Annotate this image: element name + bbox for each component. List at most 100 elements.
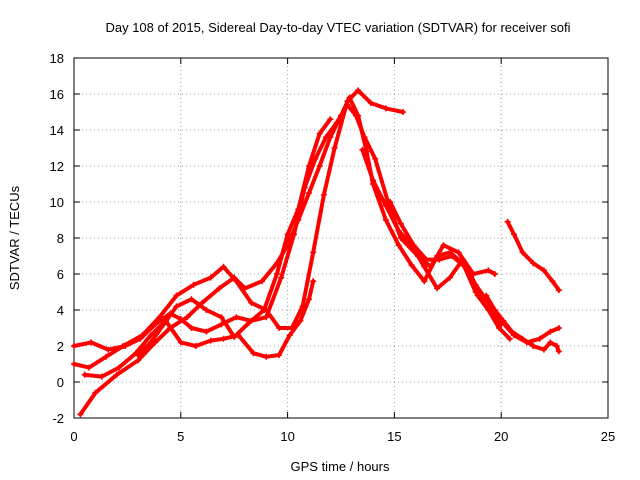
data-point (263, 353, 270, 360)
data-point (177, 316, 184, 322)
data-point (81, 371, 88, 378)
series-track-6 (359, 146, 562, 346)
data-point (122, 343, 129, 349)
series-line (484, 293, 561, 354)
data-point (286, 332, 293, 339)
data-point (555, 325, 562, 331)
data-point (276, 352, 283, 358)
data-point (491, 307, 498, 313)
data-point (496, 325, 503, 331)
data-point (519, 249, 526, 256)
data-point (421, 278, 428, 285)
data-point (395, 227, 402, 234)
data-point (344, 101, 351, 108)
data-point (427, 263, 434, 270)
data-point (233, 314, 240, 321)
data-point (88, 339, 95, 346)
data-point (71, 343, 77, 349)
data-point (399, 109, 406, 115)
data-point (113, 371, 120, 378)
data-point (305, 190, 312, 196)
y-tick-label: -2 (52, 411, 64, 426)
data-point (367, 100, 374, 106)
y-tick-label: 4 (57, 303, 64, 318)
data-point (284, 231, 291, 238)
y-tick-label: 6 (57, 267, 64, 282)
data-point (410, 242, 417, 249)
data-point (395, 242, 402, 249)
data-point (310, 278, 317, 285)
data-point (278, 274, 285, 281)
data-point (500, 317, 507, 324)
data-point (115, 364, 122, 371)
data-point (203, 307, 210, 313)
series-track-1 (77, 94, 505, 418)
data-point (485, 307, 492, 313)
series-track-3 (71, 101, 498, 353)
data-point (491, 271, 498, 277)
data-point (323, 134, 330, 141)
data-point (203, 328, 210, 335)
series-group (71, 87, 562, 418)
data-point (506, 335, 513, 342)
data-point (273, 271, 280, 277)
series-track-2 (71, 87, 406, 371)
data-point (474, 292, 481, 299)
data-point (85, 364, 92, 371)
x-tick-label: 5 (177, 429, 184, 444)
data-point (540, 267, 547, 274)
y-tick-label: 10 (50, 195, 64, 210)
data-point (71, 361, 77, 367)
series-line (136, 117, 333, 357)
data-point (382, 202, 389, 209)
data-point (461, 263, 468, 270)
data-point (530, 260, 537, 267)
series-line (72, 88, 405, 370)
data-point (135, 352, 142, 358)
data-point (291, 231, 298, 238)
data-point (192, 343, 199, 349)
x-tick-label: 20 (494, 429, 508, 444)
data-point (248, 299, 255, 306)
data-point (459, 256, 466, 263)
data-point (434, 285, 441, 292)
x-tick-label: 0 (70, 429, 77, 444)
data-point (372, 155, 379, 162)
data-point (553, 343, 560, 349)
data-point (263, 314, 270, 321)
data-point (485, 267, 492, 274)
x-tick-label: 25 (601, 429, 615, 444)
data-point (105, 346, 112, 353)
data-point (207, 337, 214, 344)
data-point (103, 353, 110, 360)
data-point (382, 105, 389, 112)
y-tick-label: 18 (50, 51, 64, 66)
data-point (333, 119, 340, 126)
data-point (297, 317, 304, 324)
data-point (295, 206, 302, 213)
series-line (505, 219, 561, 293)
data-point (218, 314, 225, 321)
x-tick-label: 10 (280, 429, 294, 444)
data-point (355, 87, 362, 94)
data-point (177, 339, 184, 346)
data-point (359, 146, 366, 153)
data-point (184, 314, 191, 321)
data-point (504, 218, 511, 225)
data-point (352, 112, 359, 119)
data-point (370, 177, 377, 184)
data-point (250, 350, 257, 357)
data-point (555, 287, 562, 294)
data-point (511, 231, 518, 238)
data-point (160, 321, 167, 328)
data-point (246, 319, 253, 326)
data-point (421, 263, 428, 270)
data-point (530, 343, 537, 349)
data-point (549, 278, 556, 285)
data-point (147, 332, 154, 339)
data-point (397, 220, 404, 227)
data-point (216, 285, 223, 292)
series-track-5 (135, 116, 334, 358)
data-point (220, 335, 227, 342)
data-point (519, 335, 526, 342)
